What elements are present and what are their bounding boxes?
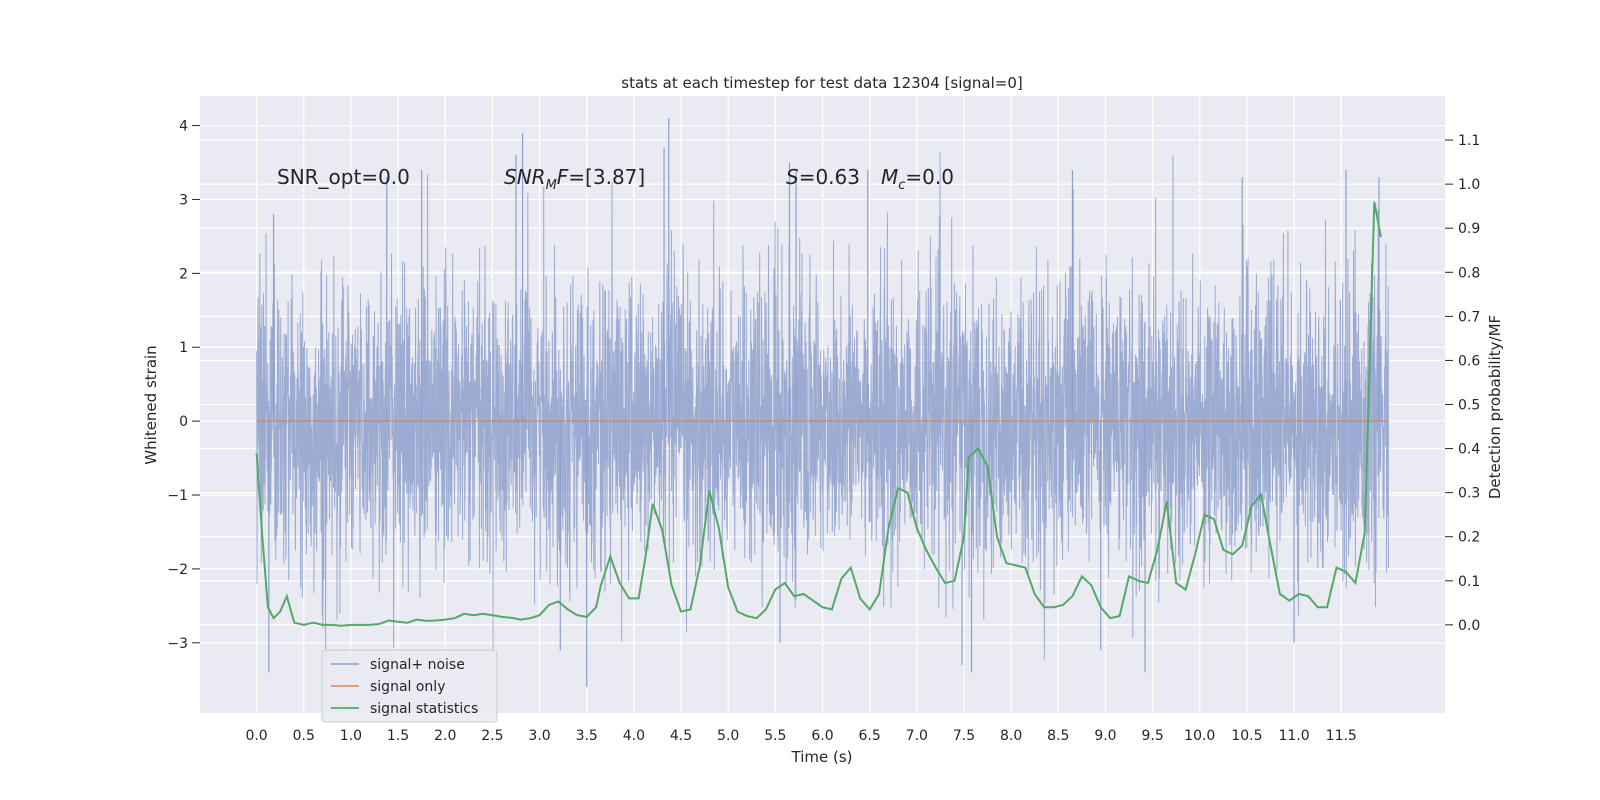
y-tick-label: 1 (179, 340, 188, 356)
y2-tick-label: 0.9 (1458, 221, 1480, 237)
y2-tick-label: 0.0 (1458, 618, 1480, 634)
annotation-snr-mf-f: F (557, 165, 569, 189)
legend: signal+ noise signal only signal statist… (321, 649, 498, 723)
x-tick-label: 7.5 (953, 728, 975, 744)
y2-tick-label: 0.2 (1458, 530, 1480, 546)
annotation-s-symbol: S (786, 165, 799, 189)
x-tick-label: 5.5 (764, 728, 786, 744)
x-tick-label: 11.0 (1279, 728, 1310, 744)
x-tick-label: 6.0 (811, 728, 833, 744)
series-signal-plus-noise (256, 118, 1389, 688)
annotation-s: S=0.63 (786, 165, 860, 189)
y-tick-label: 4 (179, 119, 188, 135)
legend-label-signal-plus-noise: signal+ noise (370, 657, 465, 673)
y2-tick-label: 0.4 (1458, 442, 1480, 458)
x-tick-label: 5.0 (717, 728, 739, 744)
x-tick-label: 2.0 (434, 728, 456, 744)
x-tick-label: 10.0 (1184, 728, 1215, 744)
y2-tick-label: 0.3 (1458, 486, 1480, 502)
annotation-s-value: =0.63 (799, 165, 860, 189)
y2-tick-label: 0.7 (1458, 309, 1480, 325)
annotation-mc-base: M (881, 165, 898, 189)
y2-tick-label: 1.0 (1458, 177, 1480, 193)
annotation-snr-opt: SNR_opt=0.0 (277, 165, 410, 189)
y-tick-label: −1 (167, 488, 188, 504)
annotation-snr-mf-sub: M (546, 178, 557, 193)
line-series (255, 201, 1389, 627)
legend-label-signal-statistics: signal statistics (370, 701, 478, 717)
y2-tick-label: 0.6 (1458, 353, 1480, 369)
x-tick-label: 4.5 (670, 728, 692, 744)
y2-axis-label: Detection probability/MF (1486, 315, 1504, 499)
x-tick-label: 0.5 (293, 728, 315, 744)
x-tick-label: 2.5 (481, 728, 503, 744)
series-signal-statistics (255, 201, 1382, 627)
x-tick-label: 6.5 (859, 728, 881, 744)
chart-title: stats at each timestep for test data 123… (621, 74, 1022, 92)
x-tick-label: 0.0 (245, 728, 267, 744)
annotation-mc-value: =0.0 (905, 165, 954, 189)
legend-label-signal-only: signal only (370, 679, 445, 695)
x-tick-label: 7.0 (906, 728, 928, 744)
x-tick-label: 1.5 (387, 728, 409, 744)
y2-tick-label: 0.5 (1458, 398, 1480, 414)
annotation-mc-sub: c (898, 178, 905, 193)
y2-tick-label: 0.8 (1458, 265, 1480, 281)
annotation-snr-mf-tail: =[3.87] (568, 165, 645, 189)
annotation-snr-mf: SNRMF=[3.87] (504, 165, 645, 193)
x-tick-label: 3.0 (528, 728, 550, 744)
y-tick-label: 2 (179, 266, 188, 282)
y2-tick-label: 1.1 (1458, 133, 1480, 149)
x-tick-label: 3.5 (576, 728, 598, 744)
y-tick-label: −2 (167, 562, 188, 578)
x-tick-label: 9.5 (1141, 728, 1163, 744)
legend-box (321, 649, 498, 723)
y-axis-label: Whitened strain (142, 345, 160, 464)
x-tick-label: 10.5 (1231, 728, 1262, 744)
y2-tick-label: 0.1 (1458, 574, 1480, 590)
x-tick-label: 8.5 (1047, 728, 1069, 744)
x-tick-label: 9.0 (1094, 728, 1116, 744)
annotation-snr-mf-base: SNR (504, 165, 546, 189)
y-tick-label: −3 (167, 636, 188, 652)
y-tick-label: 0 (179, 414, 188, 430)
x-tick-label: 1.0 (340, 728, 362, 744)
x-tick-label: 8.0 (1000, 728, 1022, 744)
x-tick-label: 4.0 (623, 728, 645, 744)
noise-trace (256, 152, 1389, 660)
y-tick-label: 3 (179, 192, 188, 208)
annotation-mc: Mc=0.0 (881, 165, 954, 193)
x-axis-label: Time (s) (791, 748, 853, 766)
axis-ticks: 0.0 0.5 1.0 1.5 2.0 2.5 3.0 3.5 4.0 4.5 5.0 5.5 6.0 6… (167, 119, 1480, 744)
x-tick-label: 11.5 (1326, 728, 1357, 744)
